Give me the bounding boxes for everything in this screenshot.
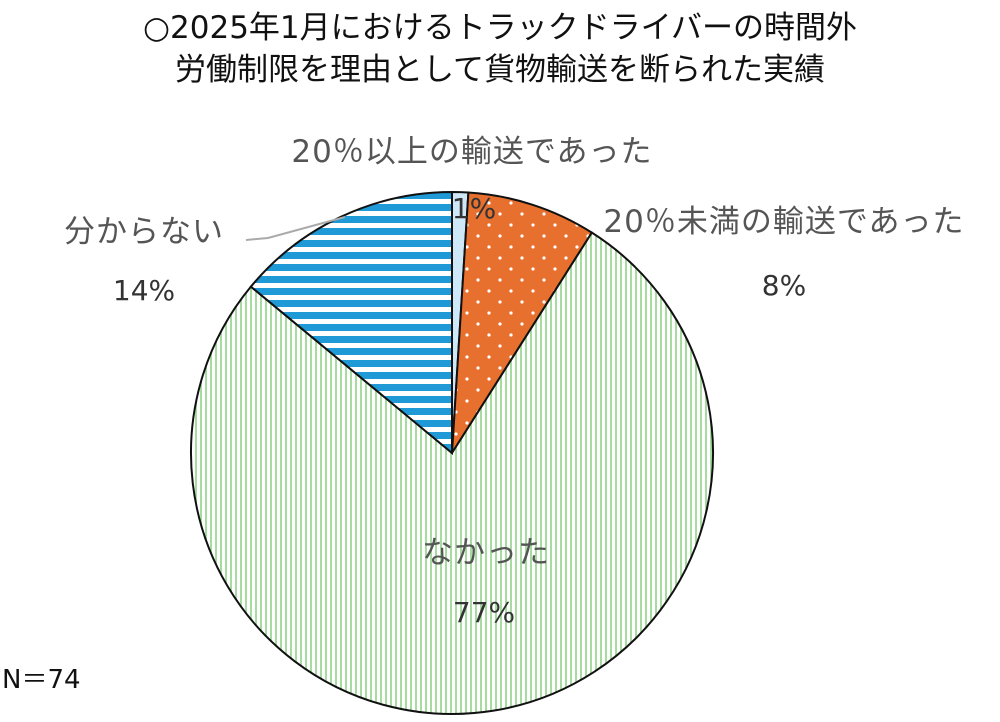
slice-label-20pct-or-more-name: 20％以上の輸送であった [291,134,652,170]
slice-label-none-value: 77% [453,596,515,629]
pie-slice-unknown [249,190,453,456]
pie-slice-under-20pct [451,191,594,454]
slice-label-unknown-value: 14% [113,274,175,307]
pie-slices [190,190,714,715]
slice-label-under-20pct-name: 20％未満の輸送であった [603,204,964,240]
slice-label-under-20pct-value: 8% [762,269,806,302]
chart-title-line-2: 労働制限を理由として貨物輸送を断られた実績 [175,52,825,88]
slice-label-20pct-or-more-value: 1% [452,192,496,225]
chart-title-line-1: ○2025年1月におけるトラックドライバーの時間外 [143,10,857,46]
slice-label-none-name: なかった [422,535,550,571]
slice-label-unknown-name: 分からない [64,214,224,250]
sample-size-note: N＝74 [2,665,81,695]
leader-line-unknown [245,216,346,241]
pie-slice-none [190,231,714,715]
